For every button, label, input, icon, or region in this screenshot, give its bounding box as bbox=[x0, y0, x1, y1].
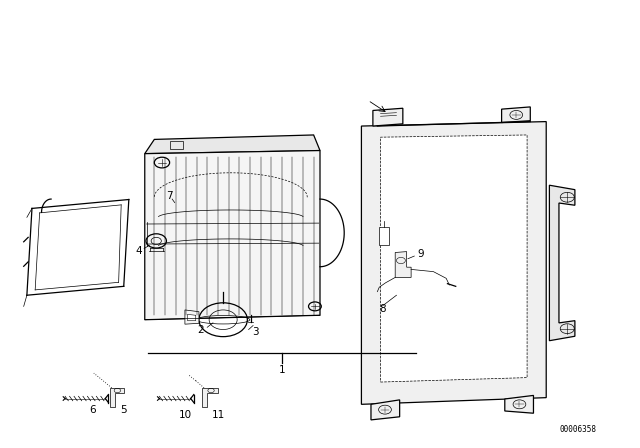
Polygon shape bbox=[381, 135, 527, 382]
Polygon shape bbox=[362, 121, 546, 404]
Polygon shape bbox=[202, 388, 218, 406]
Text: 7: 7 bbox=[166, 191, 172, 202]
Polygon shape bbox=[109, 388, 124, 406]
Polygon shape bbox=[145, 135, 320, 154]
Text: 2: 2 bbox=[197, 324, 204, 335]
Polygon shape bbox=[188, 314, 196, 321]
Polygon shape bbox=[505, 396, 534, 413]
Bar bbox=[380, 227, 389, 245]
Polygon shape bbox=[145, 151, 320, 320]
Text: 8: 8 bbox=[379, 304, 386, 314]
Text: 4: 4 bbox=[135, 246, 141, 256]
Text: 3: 3 bbox=[252, 327, 259, 337]
Polygon shape bbox=[549, 185, 575, 340]
Bar bbox=[170, 141, 183, 149]
Text: 00006358: 00006358 bbox=[559, 425, 596, 434]
Text: 10: 10 bbox=[179, 410, 191, 420]
Text: 6: 6 bbox=[89, 405, 96, 415]
Polygon shape bbox=[371, 400, 399, 420]
Text: 11: 11 bbox=[211, 410, 225, 420]
Polygon shape bbox=[502, 107, 531, 122]
Polygon shape bbox=[185, 310, 199, 324]
Polygon shape bbox=[395, 252, 411, 277]
Text: 5: 5 bbox=[120, 405, 127, 415]
Text: 9: 9 bbox=[417, 249, 424, 259]
Text: 1: 1 bbox=[278, 365, 285, 375]
Polygon shape bbox=[373, 108, 403, 126]
